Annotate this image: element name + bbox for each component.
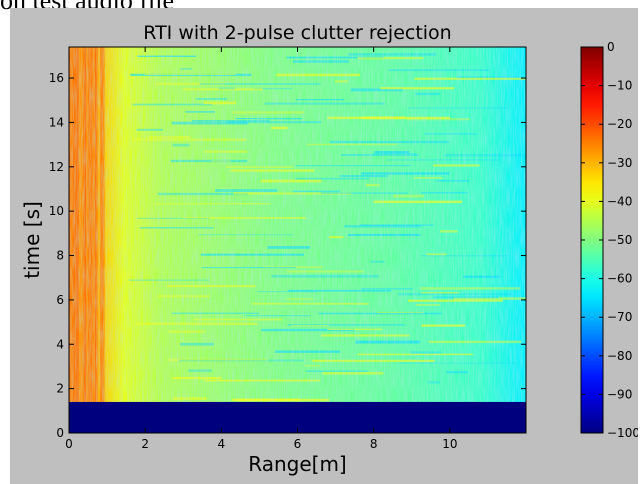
y-axis: 0 2 4 6 8 10 12 14 16: [49, 71, 526, 440]
x-tick-label: 10: [442, 437, 457, 451]
colorbar-ticks: 0 −10 −20 −30 −40 −50 −60 −70 −80 −90 −100: [581, 40, 638, 440]
y-tick-label: 12: [49, 160, 64, 174]
colorbar-tick-label: −50: [607, 233, 632, 247]
heatmap-speckle: [69, 47, 526, 433]
y-tick-label: 4: [56, 337, 64, 351]
colorbar-tick-label: −70: [607, 310, 632, 324]
x-tick-label: 4: [218, 437, 226, 451]
y-tick-label: 16: [49, 71, 64, 85]
x-axis: 0 2 4 6 8 10: [65, 47, 457, 451]
y-tick-label: 6: [56, 293, 64, 307]
plot-area: [69, 47, 526, 433]
y-axis-label: time [s]: [20, 201, 44, 279]
colorbar-tick-label: −90: [607, 387, 632, 401]
y-tick-label: 8: [56, 249, 64, 263]
x-axis-label: Range[m]: [248, 452, 346, 476]
x-tick-label: 2: [141, 437, 149, 451]
x-tick-label: 6: [294, 437, 302, 451]
y-tick-label: 10: [49, 204, 64, 218]
x-tick-label: 0: [65, 437, 73, 451]
colorbar-tick-label: −20: [607, 117, 632, 131]
y-tick-label: 14: [49, 115, 64, 129]
y-tick-label: 0: [56, 426, 64, 440]
rti-chart: RTI with 2-pulse clutter rejection 0 2 4 6 8…: [20, 22, 638, 476]
colorbar-tick-label: −80: [607, 349, 632, 363]
heatmap-blank-region: [69, 401, 526, 433]
y-tick-label: 2: [56, 382, 64, 396]
colorbar-tick-label: −30: [607, 156, 632, 170]
colorbar-tick-label: −60: [607, 272, 632, 286]
colorbar-tick-label: −100: [607, 426, 638, 440]
colorbar-tick-label: −40: [607, 194, 632, 208]
colorbar-tick-label: −10: [607, 79, 632, 93]
figure-frame: RTI with 2-pulse clutter rejection 0 2 4 6 8…: [10, 8, 638, 484]
x-tick-label: 8: [370, 437, 378, 451]
chart-title: RTI with 2-pulse clutter rejection: [143, 22, 451, 44]
colorbar-tick-label: 0: [607, 40, 615, 54]
